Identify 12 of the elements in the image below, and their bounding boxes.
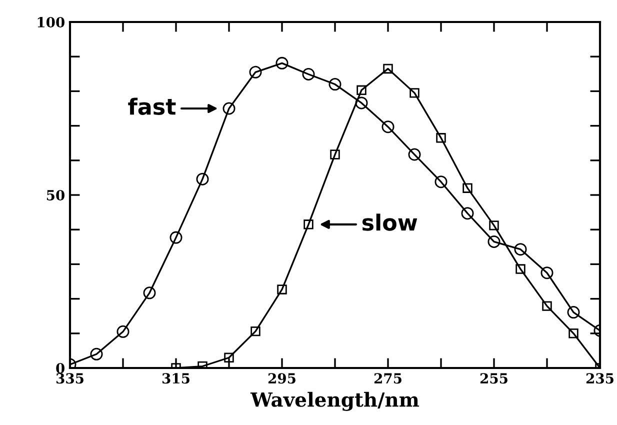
- x-tick-label: 295: [268, 373, 296, 384]
- x-tick-label: 335: [56, 373, 84, 384]
- x-tick-label: 275: [374, 373, 402, 384]
- annotation: slow: [362, 214, 418, 231]
- x-tick-label: 315: [162, 373, 190, 384]
- x-tick-label: 235: [586, 373, 614, 384]
- y-tick-label: 0: [56, 362, 64, 374]
- y-tick-label: 100: [38, 16, 64, 28]
- x-axis-title: Wavelength/nm: [250, 392, 419, 411]
- y-tick-label: 50: [46, 190, 64, 200]
- x-tick-label: 255: [480, 373, 508, 384]
- annotation: fast: [128, 98, 176, 115]
